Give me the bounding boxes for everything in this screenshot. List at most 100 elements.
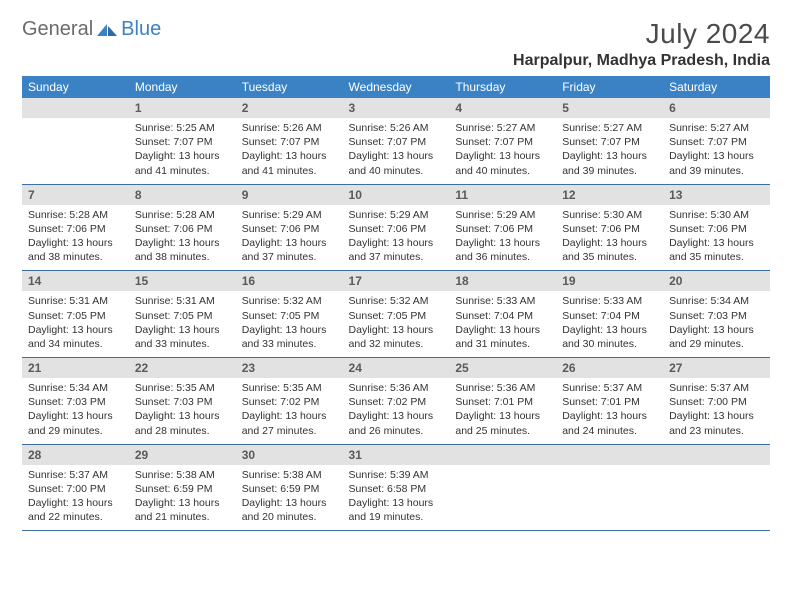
weekday-header: Tuesday [236,76,343,98]
logo: General Blue [22,18,161,41]
sunrise-text: Sunrise: 5:29 AM [242,208,337,222]
sunrise-text: Sunrise: 5:30 AM [669,208,764,222]
day-content-cell: Sunrise: 5:35 AMSunset: 7:02 PMDaylight:… [236,378,343,444]
sunset-text: Sunset: 7:07 PM [455,135,550,149]
day-content-row: Sunrise: 5:25 AMSunset: 7:07 PMDaylight:… [22,118,770,184]
daylight-text: Daylight: 13 hours [669,323,764,337]
daylight-text: and 37 minutes. [242,250,337,264]
day-content-row: Sunrise: 5:37 AMSunset: 7:00 PMDaylight:… [22,465,770,531]
day-content-cell: Sunrise: 5:30 AMSunset: 7:06 PMDaylight:… [663,205,770,271]
day-content-row: Sunrise: 5:34 AMSunset: 7:03 PMDaylight:… [22,378,770,444]
day-content-cell: Sunrise: 5:37 AMSunset: 7:00 PMDaylight:… [663,378,770,444]
day-content-cell: Sunrise: 5:27 AMSunset: 7:07 PMDaylight:… [556,118,663,184]
sunrise-text: Sunrise: 5:28 AM [28,208,123,222]
daylight-text: Daylight: 13 hours [135,323,230,337]
day-number-cell: 4 [449,98,556,118]
day-content-cell: Sunrise: 5:32 AMSunset: 7:05 PMDaylight:… [236,291,343,357]
header: General Blue July 2024 Harpalpur, Madhya… [22,18,770,70]
sunset-text: Sunset: 7:05 PM [242,309,337,323]
sunrise-text: Sunrise: 5:38 AM [242,468,337,482]
logo-text-blue: Blue [121,18,161,41]
daylight-text: and 24 minutes. [562,424,657,438]
sunrise-text: Sunrise: 5:35 AM [135,381,230,395]
daylight-text: and 40 minutes. [349,164,444,178]
daylight-text: Daylight: 13 hours [455,323,550,337]
day-number-cell: 21 [22,358,129,379]
calendar-table: Sunday Monday Tuesday Wednesday Thursday… [22,76,770,531]
daylight-text: Daylight: 13 hours [135,409,230,423]
day-content-cell: Sunrise: 5:38 AMSunset: 6:59 PMDaylight:… [236,465,343,531]
day-number-cell: 13 [663,184,770,205]
sunrise-text: Sunrise: 5:26 AM [242,121,337,135]
day-number-cell: 5 [556,98,663,118]
daylight-text: and 39 minutes. [669,164,764,178]
day-content-cell: Sunrise: 5:35 AMSunset: 7:03 PMDaylight:… [129,378,236,444]
daylight-text: and 25 minutes. [455,424,550,438]
sunset-text: Sunset: 6:58 PM [349,482,444,496]
sunset-text: Sunset: 7:00 PM [669,395,764,409]
day-number-row: 78910111213 [22,184,770,205]
daylight-text: Daylight: 13 hours [242,236,337,250]
day-content-cell: Sunrise: 5:29 AMSunset: 7:06 PMDaylight:… [449,205,556,271]
daylight-text: and 35 minutes. [669,250,764,264]
day-number-row: 14151617181920 [22,271,770,292]
daylight-text: Daylight: 13 hours [349,323,444,337]
sunset-text: Sunset: 7:06 PM [562,222,657,236]
daylight-text: Daylight: 13 hours [562,236,657,250]
sunrise-text: Sunrise: 5:30 AM [562,208,657,222]
daylight-text: Daylight: 13 hours [562,149,657,163]
daylight-text: Daylight: 13 hours [349,409,444,423]
daylight-text: Daylight: 13 hours [135,149,230,163]
day-number-row: 28293031 [22,444,770,465]
weekday-header: Thursday [449,76,556,98]
day-number-cell: 9 [236,184,343,205]
day-number-cell: 31 [343,444,450,465]
weekday-header: Saturday [663,76,770,98]
sunrise-text: Sunrise: 5:25 AM [135,121,230,135]
day-content-cell: Sunrise: 5:34 AMSunset: 7:03 PMDaylight:… [663,291,770,357]
daylight-text: and 30 minutes. [562,337,657,351]
day-number-cell: 2 [236,98,343,118]
logo-text-general: General [22,18,93,41]
daylight-text: and 40 minutes. [455,164,550,178]
sunrise-text: Sunrise: 5:37 AM [562,381,657,395]
day-content-row: Sunrise: 5:28 AMSunset: 7:06 PMDaylight:… [22,205,770,271]
sunrise-text: Sunrise: 5:28 AM [135,208,230,222]
weekday-header-row: Sunday Monday Tuesday Wednesday Thursday… [22,76,770,98]
sunrise-text: Sunrise: 5:32 AM [242,294,337,308]
daylight-text: Daylight: 13 hours [135,496,230,510]
day-content-cell: Sunrise: 5:38 AMSunset: 6:59 PMDaylight:… [129,465,236,531]
daylight-text: and 29 minutes. [669,337,764,351]
daylight-text: Daylight: 13 hours [455,149,550,163]
daylight-text: and 41 minutes. [135,164,230,178]
day-content-cell: Sunrise: 5:29 AMSunset: 7:06 PMDaylight:… [236,205,343,271]
day-number-cell: 3 [343,98,450,118]
location: Harpalpur, Madhya Pradesh, India [513,52,770,70]
daylight-text: and 33 minutes. [242,337,337,351]
day-content-cell: Sunrise: 5:29 AMSunset: 7:06 PMDaylight:… [343,205,450,271]
sunrise-text: Sunrise: 5:35 AM [242,381,337,395]
day-number-cell [556,444,663,465]
day-content-cell: Sunrise: 5:33 AMSunset: 7:04 PMDaylight:… [556,291,663,357]
day-number-cell: 22 [129,358,236,379]
day-content-cell: Sunrise: 5:31 AMSunset: 7:05 PMDaylight:… [22,291,129,357]
day-number-cell: 30 [236,444,343,465]
weekday-header: Friday [556,76,663,98]
daylight-text: Daylight: 13 hours [349,496,444,510]
sunset-text: Sunset: 7:06 PM [242,222,337,236]
day-number-cell: 19 [556,271,663,292]
day-number-cell: 18 [449,271,556,292]
title-block: July 2024 Harpalpur, Madhya Pradesh, Ind… [513,18,770,70]
daylight-text: Daylight: 13 hours [669,149,764,163]
sunset-text: Sunset: 7:07 PM [562,135,657,149]
sunrise-text: Sunrise: 5:33 AM [562,294,657,308]
daylight-text: and 23 minutes. [669,424,764,438]
day-number-cell: 28 [22,444,129,465]
day-number-cell [449,444,556,465]
daylight-text: and 41 minutes. [242,164,337,178]
day-content-cell [556,465,663,531]
daylight-text: and 21 minutes. [135,510,230,524]
sunrise-text: Sunrise: 5:31 AM [135,294,230,308]
day-number-cell: 27 [663,358,770,379]
sunset-text: Sunset: 7:07 PM [135,135,230,149]
